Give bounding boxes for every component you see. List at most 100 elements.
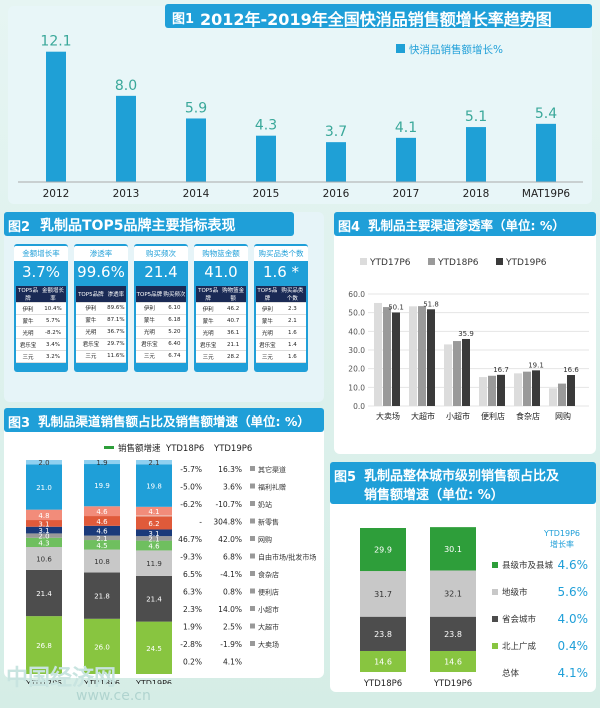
fig5-chart: 14.6 23.8 31.7 29.9 YTD18P6 14.6 23.8 32.1 30.1 Y…	[360, 527, 588, 689]
fig3-segment-label: 19.9	[94, 482, 110, 490]
fig5-growth-swatch	[492, 562, 498, 568]
fig3-segment-label: 2.0	[38, 533, 49, 541]
fig3-segment-label: 4.1	[148, 508, 159, 516]
kpi-row: 君乐宝 1.4	[256, 338, 306, 351]
kpi-cell: 三元	[76, 350, 106, 363]
kpi-row: 伊利 46.2	[196, 302, 246, 315]
kpi-row: 伊利 10.4%	[16, 302, 66, 315]
fig3-x-tick: YTD17P6	[25, 679, 62, 684]
kpi-header: 渗透率	[74, 246, 128, 261]
kpi-cell: 5.20	[162, 326, 186, 339]
kpi-col-header: 购物篮金额	[220, 286, 246, 303]
fig1-title: 2012年-2019年全国快消品销售额增长率趋势图	[200, 10, 552, 29]
footer-logo: 中国经济网	[6, 666, 117, 691]
kpi-cell: 君乐宝	[76, 338, 106, 351]
fig3-segment-label: 2.1	[96, 535, 107, 543]
kpi-col-header: TOP5品牌	[136, 286, 163, 303]
fig3-bar-segment	[26, 520, 62, 527]
fig3-bar-segment	[84, 618, 120, 674]
fig5-growth-name: 地级市	[502, 587, 528, 598]
fig3-bar-segment	[84, 540, 120, 550]
fig3-bar-segment	[84, 506, 120, 517]
fig1-title-bar	[165, 4, 592, 28]
fig3-growth-a: 6.5%	[183, 570, 202, 579]
fig3-col-label: YTD19P6	[213, 444, 252, 454]
fig5-growth-swatch	[492, 589, 498, 595]
fig3-segment-label: 4.6	[96, 528, 108, 536]
kpi-card: 购买频次 21.4 TOP5品牌 购买频次 伊利 6.10 蒙牛 6.18 光明 5.20 君乐宝 6…	[134, 244, 188, 372]
fig3-growth-a: 6.3%	[183, 588, 202, 597]
fig3-row-swatch	[250, 553, 255, 559]
kpi-cell: 伊利	[196, 302, 221, 315]
fig3-segment-label: 2.1	[148, 535, 159, 543]
kpi-row: 伊利 6.10	[136, 302, 186, 315]
fig4-bar	[418, 306, 426, 406]
kpi-cell: -8.2%	[39, 326, 66, 339]
fig3-bar-segment	[136, 516, 172, 530]
fig3-x-tick: YTD18P6	[83, 679, 120, 684]
fig3-segment-label: 21.8	[94, 593, 110, 601]
fig3-bar-segment	[26, 537, 62, 548]
kpi-cell: 三元	[256, 350, 279, 363]
fig1-x-tick: 2014	[183, 188, 210, 200]
fig4-legend-label: YTD18P6	[437, 258, 479, 268]
fig5-bar-segment	[430, 616, 476, 651]
kpi-table: TOP5品牌 购买品类个数 伊利 2.3 蒙牛 2.1 光明 1.6 君乐宝 1.4 三元 1.6	[256, 286, 306, 363]
fig3-segment-label: 26.0	[94, 643, 110, 651]
fig3-growth-b: -4.1%	[220, 570, 242, 579]
fig3-row-name: 自由市场/批发市场	[258, 553, 316, 562]
fig3-growth-b: 304.8%	[213, 518, 242, 527]
fig4-data-label: 50.1	[388, 303, 404, 311]
fig3-segment-label: 2.0	[38, 459, 49, 467]
kpi-row: 三元 11.6%	[76, 350, 126, 363]
fig3-bar-segment	[26, 509, 62, 521]
kpi-cell: 21.1	[220, 338, 246, 351]
fig4-bar	[453, 341, 461, 406]
fig3-segment-label: 4.8	[38, 512, 49, 520]
fig3-row-swatch	[250, 571, 255, 576]
kpi-cell: 三元	[136, 350, 163, 363]
fig1-value-label: 5.1	[465, 109, 487, 125]
fig4-x-tick: 大超市	[411, 411, 435, 421]
kpi-row: 君乐宝 3.4%	[16, 338, 66, 351]
kpi-col-header: TOP5品牌	[76, 286, 106, 303]
kpi-cell: 光明	[76, 326, 106, 339]
fig3-row-swatch	[250, 466, 255, 471]
fig5-x-tick: YTD18P6	[363, 679, 402, 689]
fig3-title-bar	[4, 408, 324, 432]
fig5-bar-segment	[430, 527, 476, 571]
fig3-row-swatch	[250, 536, 255, 541]
fig5-bar-segment	[360, 650, 406, 672]
fig4-bar	[427, 309, 435, 406]
kpi-cell: 光明	[136, 326, 163, 339]
fig3-segment-label: 19.8	[146, 483, 162, 491]
kpi-col-header: 金额增长率	[39, 286, 66, 303]
kpi-row: 三元 28.2	[196, 350, 246, 363]
kpi-row: 君乐宝 29.7%	[76, 338, 126, 351]
fig5-bar-segment	[360, 616, 406, 651]
kpi-header: 金额增长率	[14, 246, 68, 261]
fig3-row-name: 食杂店	[258, 570, 279, 579]
kpi-cell: 蒙牛	[196, 314, 221, 327]
kpi-cell: 伊利	[136, 302, 163, 315]
fig3-growth-a: -2.8%	[180, 640, 202, 649]
kpi-col-header: TOP5品牌	[16, 286, 40, 303]
kpi-cell: 3.2%	[39, 350, 66, 363]
kpi-row: 君乐宝 6.40	[136, 338, 186, 351]
fig3-segment-label: 2.1	[148, 459, 159, 467]
fig2-title-bar	[4, 212, 294, 236]
fig4-data-label: 19.1	[528, 361, 544, 369]
fig4-data-label: 16.6	[563, 366, 579, 374]
fig3-growth-a: 2.3%	[183, 605, 202, 614]
kpi-cell: 6.18	[162, 314, 186, 327]
kpi-cell: 蒙牛	[76, 314, 106, 327]
fig3-segment-label: 6.2	[148, 520, 159, 528]
fig4-bar	[558, 383, 566, 406]
kpi-cell: 11.6%	[105, 350, 126, 363]
fig3-segment-label: 4.3	[38, 539, 49, 547]
fig3-growth-b: -10.7%	[215, 500, 242, 509]
fig3-segment-label: 3.1	[38, 527, 49, 535]
fig3-bar-segment	[136, 536, 172, 541]
kpi-col-header: TOP5品牌	[196, 286, 221, 303]
kpi-cell: 伊利	[76, 302, 106, 315]
